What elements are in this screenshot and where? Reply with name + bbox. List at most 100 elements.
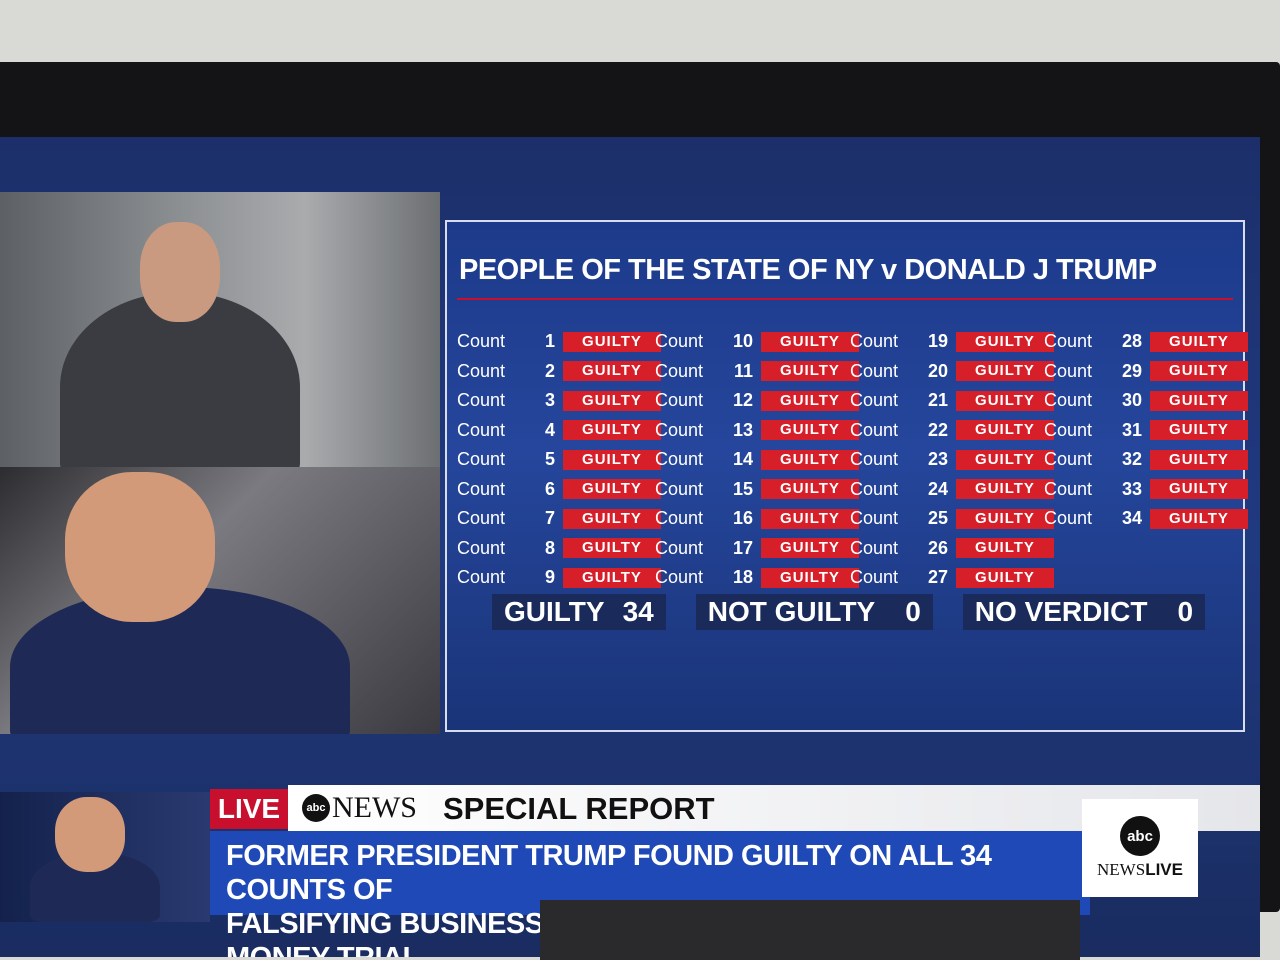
count-number: 4	[544, 419, 555, 440]
count-label: Count	[850, 419, 899, 440]
count-label: Count	[655, 419, 704, 440]
count-label: Count	[1044, 390, 1093, 411]
count-label: Count	[655, 478, 704, 499]
abc-news-logo: abc NEWS	[302, 791, 417, 825]
verdict-badge: GUILTY	[1150, 331, 1248, 352]
bug-live-text: LIVE	[1145, 860, 1183, 879]
count-number: 1	[544, 331, 555, 352]
verdict-badge: GUILTY	[956, 449, 1054, 470]
abc-logo-icon: abc	[1120, 816, 1160, 856]
count-label: Count	[457, 390, 506, 411]
total-label: GUILTY	[504, 596, 605, 627]
program-title: SPECIAL REPORT	[443, 791, 715, 826]
count-label: Count	[655, 390, 704, 411]
verdict-badge: GUILTY	[761, 567, 859, 588]
verdict-badge: GUILTY	[1150, 479, 1248, 500]
count-label: Count	[850, 508, 899, 529]
verdict-badge: GUILTY	[761, 331, 859, 352]
count-label: Count	[457, 537, 506, 558]
count-label: Count	[655, 360, 704, 381]
verdict-badge: GUILTY	[1150, 390, 1248, 411]
count-row: Count 18 GUILTY	[655, 563, 859, 593]
count-row: Count 15 GUILTY	[655, 475, 859, 505]
count-number: 28	[1121, 331, 1142, 352]
count-row: Count 32 GUILTY	[1044, 445, 1248, 475]
thumbnail-head	[55, 797, 125, 872]
count-row: Count 3 GUILTY	[457, 386, 661, 416]
count-label: Count	[457, 419, 506, 440]
count-row: Count 22 GUILTY	[850, 416, 1054, 446]
count-label: Count	[1044, 508, 1093, 529]
count-label: Count	[1044, 478, 1093, 499]
count-row: Count 31 GUILTY	[1044, 416, 1248, 446]
count-number: 20	[927, 360, 948, 381]
count-row: Count 8 GUILTY	[457, 534, 661, 564]
total-guilty: GUILTY 34	[492, 594, 666, 630]
verdict-badge: GUILTY	[956, 538, 1054, 559]
count-number: 3	[544, 390, 555, 411]
count-label: Count	[850, 390, 899, 411]
count-number: 31	[1121, 419, 1142, 440]
verdict-totals: GUILTY 34 NOT GUILTY 0 NO VERDICT 0	[492, 594, 1206, 630]
count-number: 5	[544, 449, 555, 470]
count-row: Count 19 GUILTY	[850, 327, 1054, 357]
count-number: 6	[544, 478, 555, 499]
count-column: Count 10 GUILTY Count 11 GUILTY Count 12 GUILTY C…	[655, 327, 859, 593]
count-label: Count	[457, 449, 506, 470]
count-label: Count	[655, 567, 704, 588]
count-row: Count 21 GUILTY	[850, 386, 1054, 416]
count-number: 30	[1121, 390, 1142, 411]
verdict-graphic: PEOPLE OF THE STATE OF NY v DONALD J TRU…	[445, 220, 1248, 732]
count-number: 11	[733, 360, 753, 381]
count-label: Count	[850, 360, 899, 381]
count-number: 27	[927, 567, 948, 588]
verdict-badge: GUILTY	[761, 420, 859, 441]
count-row: Count 14 GUILTY	[655, 445, 859, 475]
count-row: Count 11 GUILTY	[655, 357, 859, 387]
count-label: Count	[457, 567, 506, 588]
count-number: 22	[927, 419, 948, 440]
count-label: Count	[457, 478, 506, 499]
count-label: Count	[457, 331, 506, 352]
verdict-badge: GUILTY	[563, 538, 661, 559]
verdict-badge: GUILTY	[1150, 420, 1248, 441]
count-row: Count 4 GUILTY	[457, 416, 661, 446]
count-column: Count 19 GUILTY Count 20 GUILTY Count 21 GUILTY C…	[850, 327, 1054, 593]
count-number: 21	[927, 390, 948, 411]
defendant-head	[65, 472, 215, 622]
lower-third: abc NEWS SPECIAL REPORT LIVE FORMER PRESI…	[210, 785, 1260, 957]
count-row: Count 10 GUILTY	[655, 327, 859, 357]
count-number: 10	[732, 331, 753, 352]
reporter-video-panel	[0, 192, 440, 467]
total-value: 0	[1177, 596, 1194, 627]
count-row: Count 9 GUILTY	[457, 563, 661, 593]
verdict-badge: GUILTY	[761, 361, 859, 382]
verdict-badge: GUILTY	[761, 390, 859, 411]
count-number: 32	[1121, 449, 1142, 470]
bug-news-text: NEWS	[1097, 860, 1146, 879]
count-row: Count 6 GUILTY	[457, 475, 661, 505]
count-label: Count	[655, 537, 704, 558]
count-label: Count	[457, 508, 506, 529]
defendant-video-panel	[0, 467, 440, 734]
verdict-badge: GUILTY	[956, 331, 1054, 352]
count-number: 18	[732, 567, 753, 588]
count-label: Count	[1044, 419, 1093, 440]
count-row: Count 25 GUILTY	[850, 504, 1054, 534]
count-row: Count 24 GUILTY	[850, 475, 1054, 505]
count-number: 24	[927, 478, 948, 499]
verdict-badge: GUILTY	[563, 420, 661, 441]
count-row: Count 7 GUILTY	[457, 504, 661, 534]
count-row: Count 20 GUILTY	[850, 357, 1054, 387]
verdict-badge: GUILTY	[563, 361, 661, 382]
verdict-badge: GUILTY	[956, 479, 1054, 500]
verdict-badge: GUILTY	[563, 479, 661, 500]
count-column: Count 28 GUILTY Count 29 GUILTY Count 30 GUILTY C…	[1044, 327, 1248, 534]
verdict-badge: GUILTY	[761, 508, 859, 529]
count-number: 16	[732, 508, 753, 529]
count-number: 7	[544, 508, 555, 529]
count-number: 34	[1121, 508, 1142, 529]
verdict-badge: GUILTY	[563, 508, 661, 529]
count-number: 2	[544, 360, 555, 381]
lower-third-thumbnail	[0, 792, 210, 922]
